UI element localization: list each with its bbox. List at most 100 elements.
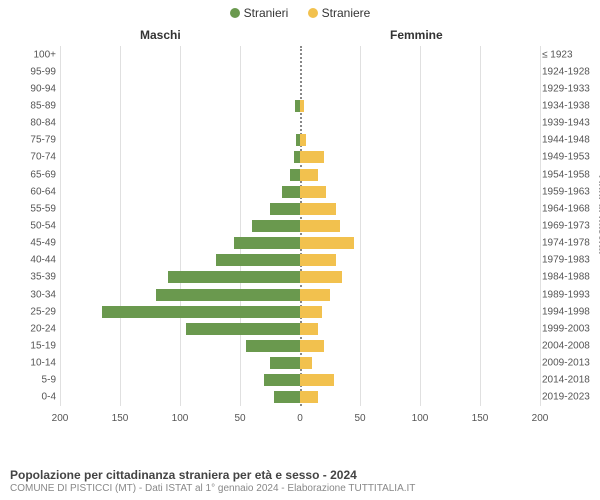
bar-female: [300, 203, 336, 215]
bar-male: [186, 323, 300, 335]
birth-year-label: 2009-2013: [542, 358, 598, 369]
birth-year-label: 1939-1943: [542, 118, 598, 129]
x-tick-label: 100: [172, 413, 189, 424]
legend-label-1: Straniere: [322, 6, 371, 20]
x-tick-label: 200: [532, 413, 549, 424]
age-group-label: 70-74: [4, 152, 56, 163]
age-group-label: 15-19: [4, 341, 56, 352]
bar-female: [300, 323, 318, 335]
age-group-label: 100+: [4, 49, 56, 60]
bar-female: [300, 186, 326, 198]
legend-swatch-0: [230, 8, 240, 18]
bar-male: [264, 374, 300, 386]
birth-year-label: 1994-1998: [542, 306, 598, 317]
bar-male: [102, 306, 300, 318]
bar-female: [300, 391, 318, 403]
bar-male: [252, 220, 300, 232]
age-group-label: 25-29: [4, 306, 56, 317]
left-axis-title: Fasce di età: [0, 188, 2, 251]
age-group-label: 40-44: [4, 255, 56, 266]
bar-male: [270, 203, 300, 215]
birth-year-label: 1979-1983: [542, 255, 598, 266]
age-group-label: 95-99: [4, 66, 56, 77]
x-tick-label: 50: [234, 413, 245, 424]
gridline: [540, 46, 541, 406]
bar-female: [300, 254, 336, 266]
age-group-label: 50-54: [4, 221, 56, 232]
age-group-label: 65-69: [4, 169, 56, 180]
x-tick-label: 0: [297, 413, 303, 424]
bar-female: [300, 289, 330, 301]
x-tick-label: 150: [112, 413, 129, 424]
age-group-label: 20-24: [4, 323, 56, 334]
age-group-label: 45-49: [4, 238, 56, 249]
birth-year-label: 1924-1928: [542, 66, 598, 77]
bar-female: [300, 220, 340, 232]
age-group-label: 5-9: [4, 375, 56, 386]
bar-female: [300, 374, 334, 386]
plot-area: 05050100100150150200200: [60, 46, 540, 426]
birth-year-label: 1944-1948: [542, 135, 598, 146]
gridline: [240, 46, 241, 406]
bar-male: [156, 289, 300, 301]
bar-female: [300, 134, 306, 146]
birth-year-label: 1969-1973: [542, 221, 598, 232]
bar-female: [300, 237, 354, 249]
birth-year-label: 1949-1953: [542, 152, 598, 163]
age-group-label: 75-79: [4, 135, 56, 146]
legend-item: Stranieri: [230, 6, 289, 20]
chart-legend: Stranieri Straniere: [0, 6, 600, 21]
birth-year-label: 1934-1938: [542, 101, 598, 112]
right-column-header: Femmine: [390, 28, 443, 42]
birth-year-label: 1974-1978: [542, 238, 598, 249]
x-tick-label: 200: [52, 413, 69, 424]
birth-year-label: 1954-1958: [542, 169, 598, 180]
footer-subtitle: COMUNE DI PISTICCI (MT) - Dati ISTAT al …: [10, 483, 590, 494]
birth-year-label: 1989-1993: [542, 289, 598, 300]
left-column-header: Maschi: [140, 28, 181, 42]
birth-year-label: ≤ 1923: [542, 49, 598, 60]
legend-item: Straniere: [308, 6, 371, 20]
age-group-label: 30-34: [4, 289, 56, 300]
bar-male: [274, 391, 300, 403]
bar-female: [300, 100, 304, 112]
bar-male: [282, 186, 300, 198]
legend-swatch-1: [308, 8, 318, 18]
population-pyramid-chart: Maschi Femmine Fasce di età Anni di nasc…: [0, 28, 600, 448]
bar-male: [290, 169, 300, 181]
age-group-label: 55-59: [4, 203, 56, 214]
gridline: [180, 46, 181, 406]
birth-year-label: 1964-1968: [542, 203, 598, 214]
legend-label-0: Stranieri: [244, 6, 289, 20]
bar-male: [168, 271, 300, 283]
birth-year-label: 1984-1988: [542, 272, 598, 283]
gridline: [360, 46, 361, 406]
chart-footer: Popolazione per cittadinanza straniera p…: [10, 468, 590, 494]
bar-female: [300, 306, 322, 318]
age-group-label: 80-84: [4, 118, 56, 129]
x-tick-label: 150: [472, 413, 489, 424]
age-group-label: 0-4: [4, 392, 56, 403]
gridline: [60, 46, 61, 406]
footer-title: Popolazione per cittadinanza straniera p…: [10, 468, 590, 482]
bar-female: [300, 169, 318, 181]
age-group-label: 85-89: [4, 101, 56, 112]
birth-year-label: 1999-2003: [542, 323, 598, 334]
birth-year-label: 1959-1963: [542, 186, 598, 197]
gridline: [420, 46, 421, 406]
birth-year-label: 2004-2008: [542, 341, 598, 352]
gridline: [480, 46, 481, 406]
birth-year-label: 2014-2018: [542, 375, 598, 386]
age-group-label: 35-39: [4, 272, 56, 283]
bar-female: [300, 340, 324, 352]
bar-female: [300, 271, 342, 283]
birth-year-label: 1929-1933: [542, 83, 598, 94]
bar-female: [300, 151, 324, 163]
bar-male: [270, 357, 300, 369]
x-tick-label: 100: [412, 413, 429, 424]
x-tick-label: 50: [354, 413, 365, 424]
age-group-label: 90-94: [4, 83, 56, 94]
gridline: [120, 46, 121, 406]
bar-male: [216, 254, 300, 266]
age-group-label: 10-14: [4, 358, 56, 369]
